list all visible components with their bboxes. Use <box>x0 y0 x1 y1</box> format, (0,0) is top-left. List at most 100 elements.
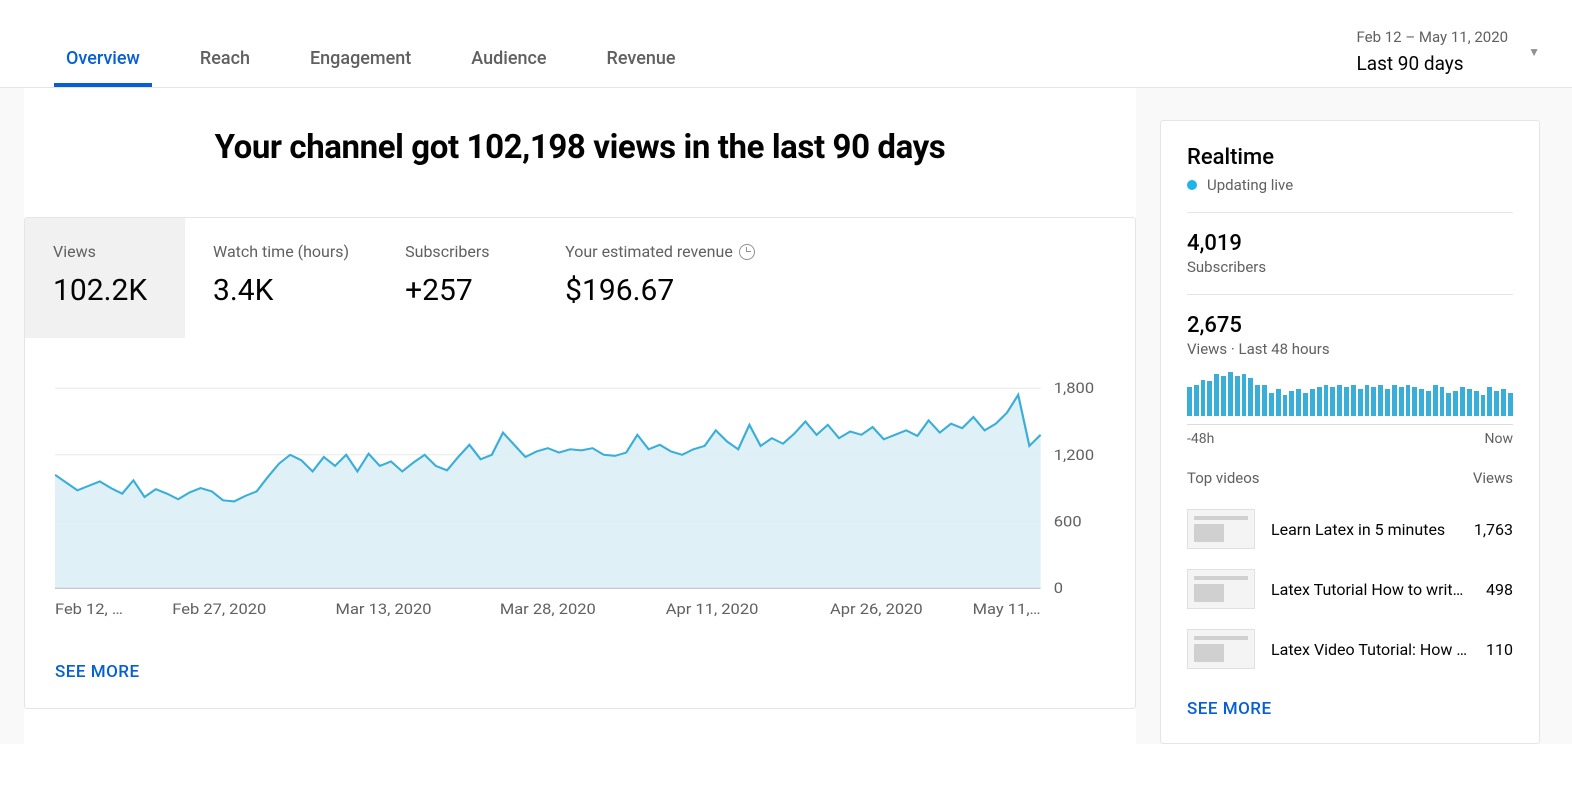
video-thumbnail <box>1187 629 1255 669</box>
top-videos-list: Learn Latex in 5 minutes 1,763 Latex Tutor… <box>1187 499 1513 679</box>
realtime-bar <box>1412 387 1417 416</box>
tab-engagement[interactable]: Engagement <box>280 30 441 87</box>
subscriber-label: Subscribers <box>1187 258 1513 276</box>
side-column: Realtime Updating live 4,019 Subscribers… <box>1160 88 1540 744</box>
realtime-bar <box>1276 389 1281 416</box>
tab-revenue[interactable]: Revenue <box>577 30 706 87</box>
headline: Your channel got 102,198 views in the la… <box>24 128 1136 167</box>
svg-text:Mar 13, 2020: Mar 13, 2020 <box>336 600 432 618</box>
realtime-bar <box>1324 385 1329 416</box>
axis-left-label: -48h <box>1187 431 1214 447</box>
content: Your channel got 102,198 views in the la… <box>0 88 1572 744</box>
video-title: Learn Latex in 5 minutes <box>1271 520 1458 539</box>
tab-overview[interactable]: Overview <box>36 30 170 87</box>
realtime-bar <box>1385 389 1390 416</box>
video-views: 498 <box>1486 580 1513 599</box>
metric-your-estimated-revenue[interactable]: Your estimated revenue$196.67 <box>537 218 783 338</box>
views-chart: 06001,2001,800Feb 12, …Feb 27, 2020Mar 1… <box>25 338 1135 640</box>
realtime-bar <box>1330 387 1335 416</box>
updating-live: Updating live <box>1187 176 1513 194</box>
tab-audience[interactable]: Audience <box>441 30 576 87</box>
metric-label: Views <box>53 242 157 261</box>
realtime-bar <box>1228 372 1233 416</box>
realtime-bar <box>1467 389 1472 416</box>
live-dot-icon <box>1187 180 1197 190</box>
realtime-bar <box>1337 385 1342 416</box>
realtime-bar <box>1453 391 1458 416</box>
date-range-picker[interactable]: Feb 12 – May 11, 2020 Last 90 days ▼ <box>1357 28 1541 87</box>
metric-label: Subscribers <box>405 242 509 261</box>
realtime-bar <box>1283 395 1288 416</box>
see-more-button[interactable]: SEE MORE <box>25 640 1135 708</box>
realtime-bar <box>1426 391 1431 416</box>
realtime-bar <box>1214 374 1219 416</box>
realtime-bar <box>1481 395 1486 416</box>
realtime-bar <box>1365 385 1370 416</box>
realtime-bar <box>1269 393 1274 416</box>
video-thumbnail <box>1187 569 1255 609</box>
subscriber-count: 4,019 <box>1187 231 1513 256</box>
realtime-bar <box>1501 389 1506 416</box>
realtime-bar <box>1255 385 1260 416</box>
realtime-bar <box>1487 387 1492 416</box>
views-48h-count: 2,675 <box>1187 313 1513 338</box>
video-thumbnail <box>1187 509 1255 549</box>
axis-right-label: Now <box>1485 431 1514 447</box>
svg-text:1,800: 1,800 <box>1054 379 1094 397</box>
views-column-label: Views <box>1473 469 1513 487</box>
top-video-row[interactable]: Latex Video Tutorial: How t… 110 <box>1187 619 1513 679</box>
realtime-bar <box>1221 376 1226 416</box>
realtime-bar <box>1262 385 1267 416</box>
video-views: 110 <box>1486 640 1513 659</box>
realtime-bar <box>1419 389 1424 416</box>
realtime-see-more-button[interactable]: SEE MORE <box>1187 679 1513 719</box>
divider <box>1187 212 1513 213</box>
tabs: OverviewReachEngagementAudienceRevenue <box>36 30 706 87</box>
metric-value: 102.2K <box>53 273 157 308</box>
metrics-row: Views102.2KWatch time (hours)3.4KSubscri… <box>25 218 1135 338</box>
metric-views[interactable]: Views 102.2K <box>25 218 185 338</box>
realtime-bar <box>1399 387 1404 416</box>
realtime-bar <box>1344 387 1349 416</box>
svg-text:Feb 27, 2020: Feb 27, 2020 <box>172 600 266 618</box>
realtime-bar <box>1296 389 1301 416</box>
realtime-bar <box>1494 391 1499 416</box>
video-views: 1,763 <box>1474 520 1513 539</box>
svg-text:Apr 11, 2020: Apr 11, 2020 <box>666 600 759 618</box>
realtime-bar <box>1187 387 1192 416</box>
metric-label: Watch time (hours) <box>213 242 349 261</box>
svg-text:Mar 28, 2020: Mar 28, 2020 <box>500 600 596 618</box>
date-range-text: Feb 12 – May 11, 2020 <box>1357 28 1509 46</box>
realtime-bar <box>1406 385 1411 416</box>
realtime-bar <box>1440 387 1445 416</box>
realtime-bar <box>1358 389 1363 416</box>
realtime-bar-chart <box>1187 372 1513 416</box>
realtime-bar <box>1242 374 1247 416</box>
video-title: Latex Video Tutorial: How t… <box>1271 640 1470 659</box>
realtime-bar <box>1310 389 1315 416</box>
top-video-row[interactable]: Learn Latex in 5 minutes 1,763 <box>1187 499 1513 559</box>
chevron-down-icon: ▼ <box>1528 45 1540 59</box>
realtime-bar <box>1392 385 1397 416</box>
realtime-bar <box>1289 391 1294 416</box>
views-48h-label: Views · Last 48 hours <box>1187 340 1513 358</box>
realtime-bar <box>1201 380 1206 416</box>
top-videos-header: Top videos Views <box>1187 469 1513 487</box>
metric-value: +257 <box>405 273 509 308</box>
main-column: Your channel got 102,198 views in the la… <box>24 88 1136 744</box>
realtime-card: Realtime Updating live 4,019 Subscribers… <box>1160 120 1540 744</box>
top-videos-label: Top videos <box>1187 469 1260 487</box>
top-video-row[interactable]: Latex Tutorial How to write…498 <box>1187 559 1513 619</box>
realtime-bar <box>1508 393 1513 416</box>
metric-watch-time-hours-[interactable]: Watch time (hours)3.4K <box>185 218 377 338</box>
svg-text:Feb 12, …: Feb 12, … <box>55 600 123 618</box>
realtime-bar <box>1446 393 1451 416</box>
tab-reach[interactable]: Reach <box>170 30 280 87</box>
realtime-bar <box>1433 385 1438 416</box>
metric-label: Your estimated revenue <box>565 242 755 261</box>
realtime-bar <box>1235 376 1240 416</box>
metric-subscribers[interactable]: Subscribers +257 <box>377 218 537 338</box>
realtime-bar <box>1194 385 1199 416</box>
clock-icon <box>739 244 755 260</box>
realtime-bar <box>1317 387 1322 416</box>
